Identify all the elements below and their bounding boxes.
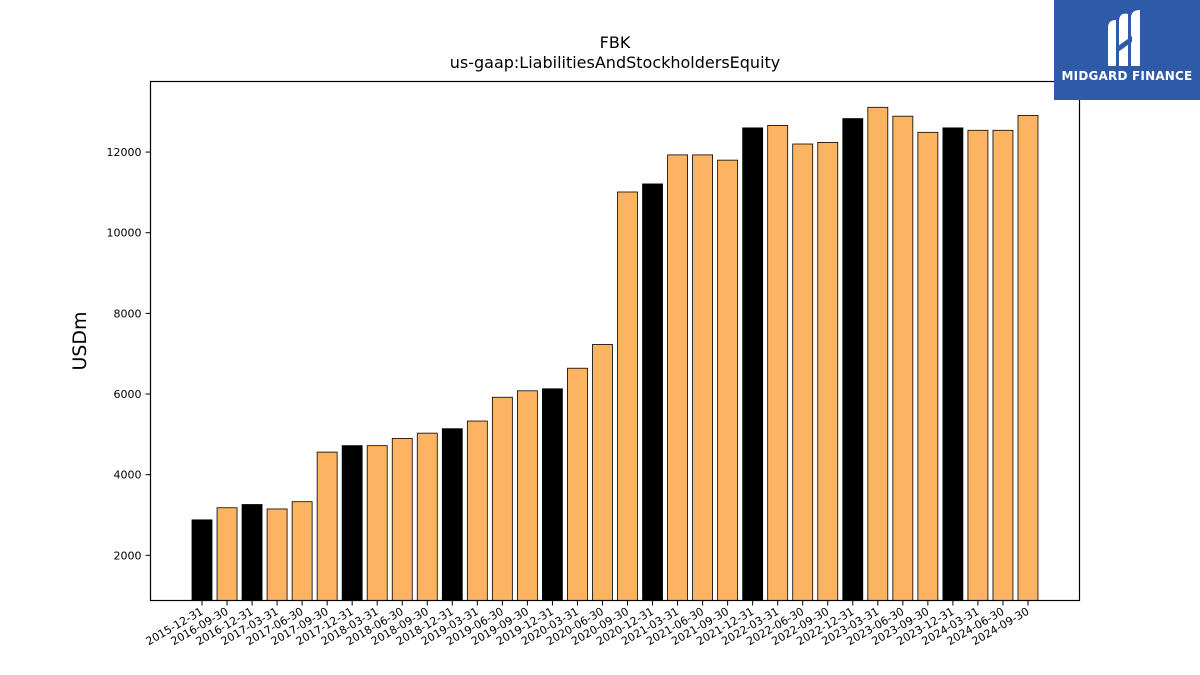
bar-2019-12-31 — [542, 388, 563, 601]
bar-2017-12-31 — [341, 445, 363, 601]
y-tick-label: 4000 — [114, 469, 142, 482]
bar-2023-03-31 — [867, 106, 889, 601]
bar-2016-09-30 — [216, 507, 238, 601]
midgard-finance-logo: MIDGARD FINANCE — [1054, 0, 1200, 100]
x-axis-ticks: 2015-12-312016-09-302016-12-312017-03-31… — [144, 600, 1031, 648]
bar-2020-09-30 — [617, 191, 638, 601]
bar-2023-12-31 — [942, 127, 964, 601]
y-axis-label: USDm — [69, 311, 91, 370]
logo-text: MIDGARD FINANCE — [1061, 69, 1193, 83]
bars-group — [191, 106, 1039, 601]
y-axis-ticks: 2000 4000 6000 8000 10000 12000 — [107, 146, 151, 562]
bar-2018-09-30 — [416, 432, 438, 601]
bar-2021-12-31 — [742, 127, 764, 601]
bar-2017-09-30 — [316, 451, 338, 601]
bar-2021-03-31 — [667, 154, 688, 601]
chart-subtitle: us-gaap:LiabilitiesAndStockholdersEquity — [450, 53, 781, 72]
bar-2017-06-30 — [291, 501, 313, 601]
bar-2021-09-30 — [717, 159, 739, 601]
bar-2017-03-31 — [266, 508, 288, 601]
bar-2019-03-31 — [466, 420, 488, 601]
bar-2022-09-30 — [817, 141, 839, 601]
bar-2019-09-30 — [516, 390, 538, 601]
bar-2019-06-30 — [491, 396, 513, 601]
y-tick-label: 6000 — [114, 388, 142, 401]
midgard-logo-icon — [1108, 10, 1140, 66]
plot-frame — [149, 80, 1081, 602]
bar-2022-12-31 — [842, 118, 864, 601]
bar-2023-09-30 — [917, 131, 939, 601]
bar-2024-03-31 — [967, 129, 989, 601]
bar-2015-12-31 — [191, 519, 213, 601]
bar-2022-06-30 — [792, 143, 814, 601]
bar-2024-09-30 — [1017, 114, 1039, 601]
bar-2020-06-30 — [592, 344, 613, 601]
y-tick-label: 8000 — [114, 307, 142, 320]
bar-2020-12-31 — [642, 183, 663, 601]
y-tick-label: 12000 — [107, 146, 142, 159]
bar-2021-06-30 — [692, 154, 713, 601]
bar-2018-06-30 — [391, 437, 413, 601]
bar-2016-12-31 — [241, 504, 263, 601]
bar-2018-03-31 — [366, 445, 388, 601]
bar-2024-06-30 — [992, 129, 1014, 601]
y-tick-label: 10000 — [107, 227, 142, 240]
bar-2023-06-30 — [892, 115, 914, 601]
bar-2020-03-31 — [567, 367, 588, 601]
bar-2022-03-31 — [767, 125, 789, 601]
chart-title: FBK — [600, 33, 631, 52]
bar-2018-12-31 — [441, 428, 463, 601]
y-tick-label: 2000 — [114, 549, 142, 562]
